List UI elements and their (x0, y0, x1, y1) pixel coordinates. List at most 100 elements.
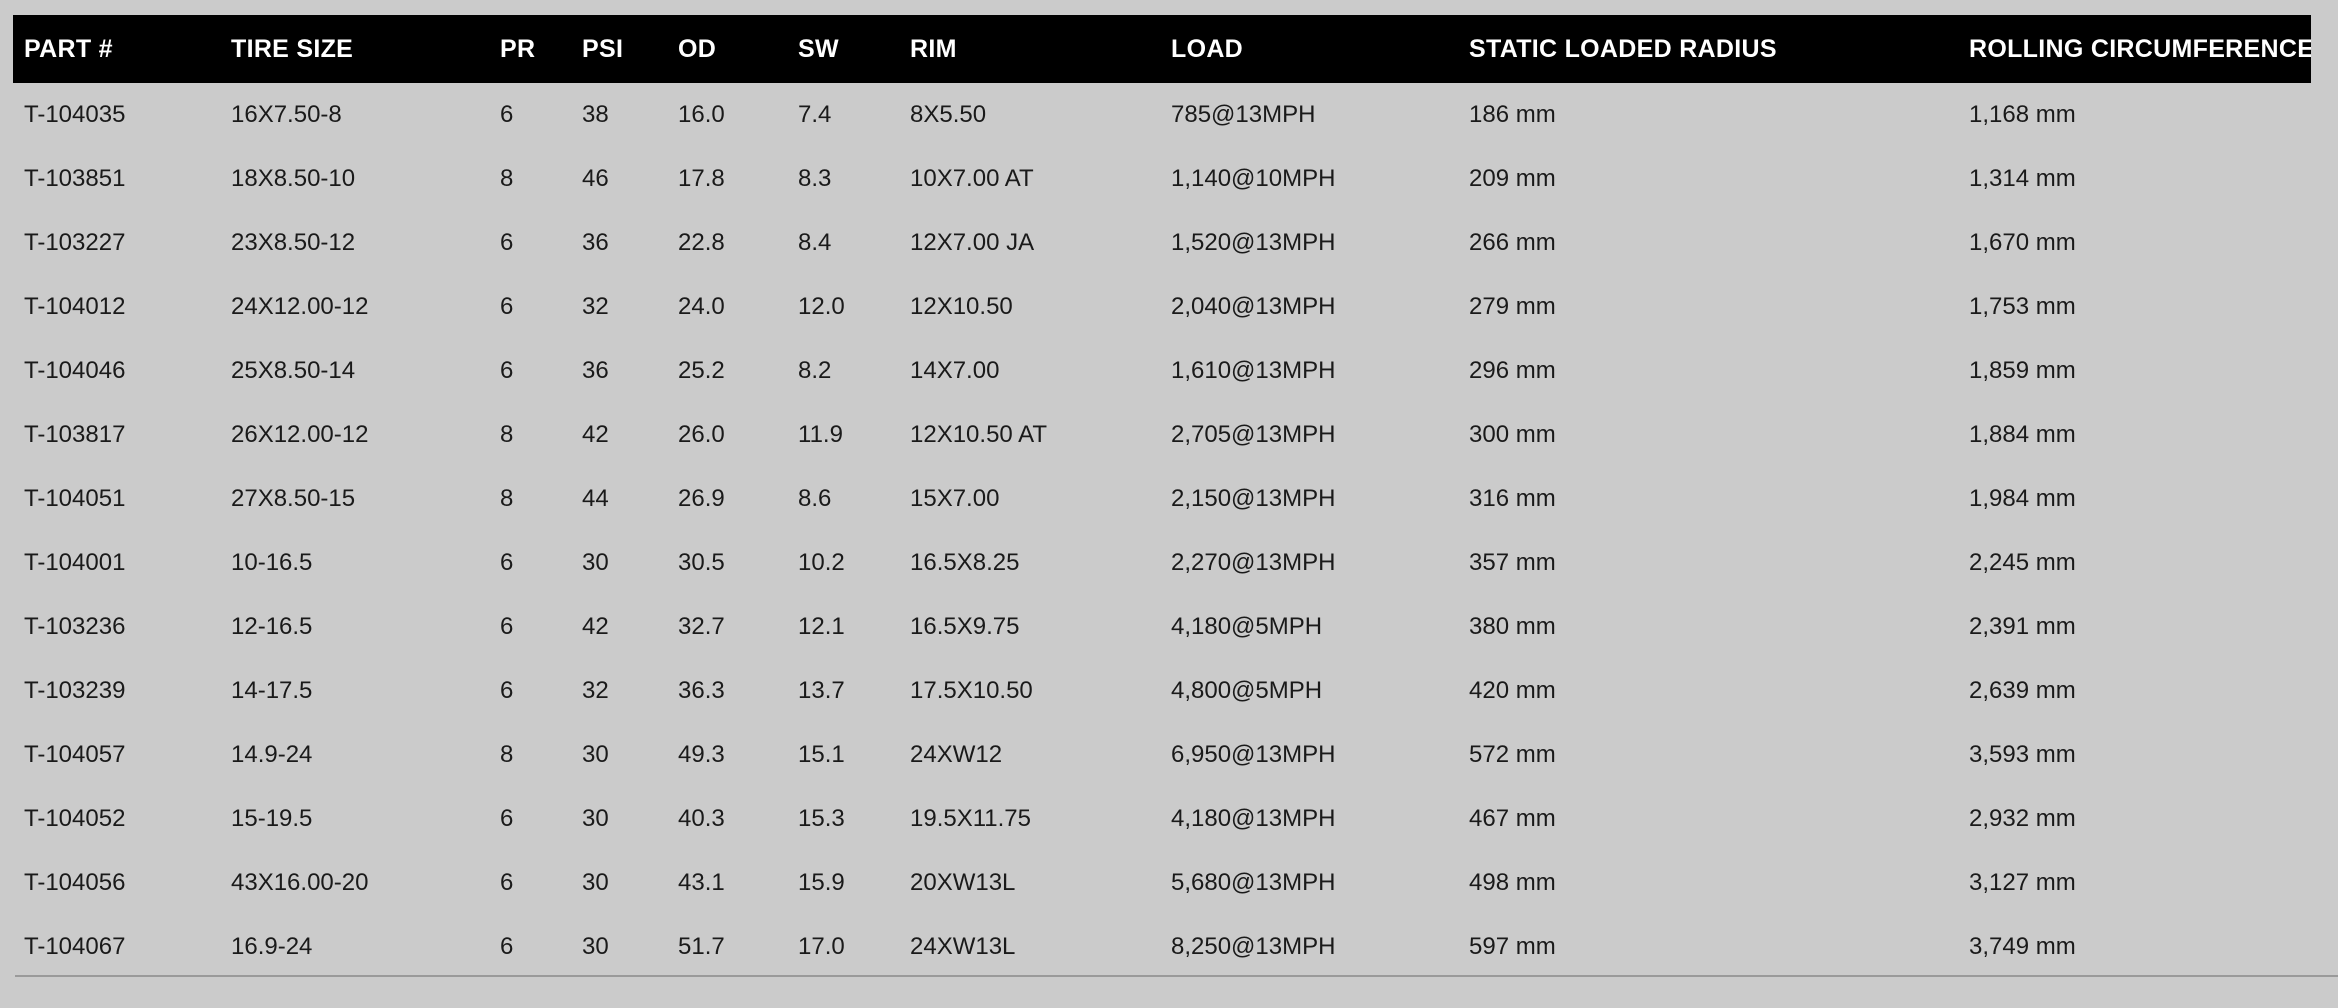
cell-pr: 6 (500, 549, 514, 576)
cell-rim: 12X10.50 (910, 293, 1013, 320)
cell-rim: 8X5.50 (910, 101, 987, 128)
cell-sw: 8.6 (798, 485, 832, 512)
cell-load: 4,180@13MPH (1171, 805, 1336, 832)
cell-pr: 6 (500, 229, 514, 256)
cell-sw: 12.0 (798, 293, 845, 320)
cell-rim: 16.5X8.25 (910, 549, 1020, 576)
cell-od: 24.0 (678, 293, 725, 320)
cell-part-number: T-104012 (24, 293, 126, 320)
table-row: T-103227 23X8.50-12 6 36 22.8 8.4 12X7.00 JA 1,… (13, 211, 2311, 275)
table-header: PART # TIRE SIZE PR PSI OD SW RIM LOAD STATIC LO… (13, 15, 2311, 83)
cell-pr: 6 (500, 101, 514, 128)
cell-sw: 15.9 (798, 869, 845, 896)
cell-psi: 30 (582, 741, 609, 768)
cell-psi: 42 (582, 421, 609, 448)
cell-part-number: T-104057 (24, 741, 126, 768)
cell-tire-size: 10-16.5 (231, 549, 313, 576)
cell-rolling-circumference: 2,245 mm (1969, 549, 2076, 576)
cell-sw: 8.2 (798, 357, 832, 384)
cell-sw: 17.0 (798, 933, 845, 960)
table-bottom-rule (15, 975, 2338, 977)
cell-rim: 12X7.00 JA (910, 229, 1035, 256)
column-header-static-loaded-radius: STATIC LOADED RADIUS (1469, 34, 1777, 63)
cell-rim: 16.5X9.75 (910, 613, 1020, 640)
cell-tire-size: 24X12.00-12 (231, 293, 369, 320)
cell-part-number: T-104052 (24, 805, 126, 832)
table-row: T-104057 14.9-24 8 30 49.3 15.1 24XW12 6,950@13… (13, 723, 2311, 787)
cell-part-number: T-103817 (24, 421, 126, 448)
cell-tire-size: 27X8.50-15 (231, 485, 356, 512)
cell-sw: 8.4 (798, 229, 832, 256)
cell-static-loaded-radius: 316 mm (1469, 485, 1556, 512)
cell-od: 40.3 (678, 805, 725, 832)
cell-static-loaded-radius: 380 mm (1469, 613, 1556, 640)
table-row: T-104001 10-16.5 6 30 30.5 10.2 16.5X8.25 2,270… (13, 531, 2311, 595)
table-row: T-104012 24X12.00-12 6 32 24.0 12.0 12X10.50 2,… (13, 275, 2311, 339)
cell-static-loaded-radius: 467 mm (1469, 805, 1556, 832)
cell-sw: 15.3 (798, 805, 845, 832)
cell-load: 1,520@13MPH (1171, 229, 1336, 256)
cell-rim: 20XW13L (910, 869, 1016, 896)
table-row: T-104046 25X8.50-14 6 36 25.2 8.2 14X7.00 1,610… (13, 339, 2311, 403)
cell-rolling-circumference: 2,391 mm (1969, 613, 2076, 640)
column-header-psi: PSI (582, 34, 624, 63)
cell-tire-size: 25X8.50-14 (231, 357, 356, 384)
cell-rim: 10X7.00 AT (910, 165, 1034, 192)
cell-psi: 36 (582, 229, 609, 256)
cell-psi: 32 (582, 677, 609, 704)
cell-part-number: T-104046 (24, 357, 126, 384)
cell-tire-size: 16X7.50-8 (231, 101, 342, 128)
cell-od: 22.8 (678, 229, 725, 256)
cell-load: 1,610@13MPH (1171, 357, 1336, 384)
cell-rolling-circumference: 3,749 mm (1969, 933, 2076, 960)
cell-sw: 15.1 (798, 741, 845, 768)
table-row: T-104056 43X16.00-20 6 30 43.1 15.9 20XW13L 5,6… (13, 851, 2311, 915)
cell-load: 2,040@13MPH (1171, 293, 1336, 320)
cell-pr: 8 (500, 165, 514, 192)
cell-rim: 17.5X10.50 (910, 677, 1033, 704)
cell-part-number: T-103239 (24, 677, 126, 704)
cell-pr: 6 (500, 805, 514, 832)
table-row: T-103239 14-17.5 6 32 36.3 13.7 17.5X10.50 4,80… (13, 659, 2311, 723)
cell-static-loaded-radius: 186 mm (1469, 101, 1556, 128)
cell-load: 8,250@13MPH (1171, 933, 1336, 960)
column-header-pr: PR (500, 34, 536, 63)
cell-rolling-circumference: 1,168 mm (1969, 101, 2076, 128)
cell-psi: 30 (582, 869, 609, 896)
cell-static-loaded-radius: 357 mm (1469, 549, 1556, 576)
table-row: T-103817 26X12.00-12 8 42 26.0 11.9 12X10.50 A… (13, 403, 2311, 467)
cell-part-number: T-104001 (24, 549, 126, 576)
cell-od: 36.3 (678, 677, 725, 704)
cell-tire-size: 23X8.50-12 (231, 229, 356, 256)
cell-rim: 24XW12 (910, 741, 1003, 768)
cell-psi: 30 (582, 805, 609, 832)
cell-rolling-circumference: 3,593 mm (1969, 741, 2076, 768)
cell-od: 26.9 (678, 485, 725, 512)
cell-od: 30.5 (678, 549, 725, 576)
table-row: T-103851 18X8.50-10 8 46 17.8 8.3 10X7.00 AT 1,… (13, 147, 2311, 211)
table-row: T-103236 12-16.5 6 42 32.7 12.1 16.5X9.75 4,180… (13, 595, 2311, 659)
cell-rolling-circumference: 1,670 mm (1969, 229, 2076, 256)
cell-od: 16.0 (678, 101, 725, 128)
cell-rim: 24XW13L (910, 933, 1016, 960)
cell-tire-size: 14-17.5 (231, 677, 313, 704)
cell-tire-size: 26X12.00-12 (231, 421, 369, 448)
cell-load: 1,140@10MPH (1171, 165, 1336, 192)
cell-rim: 14X7.00 (910, 357, 1000, 384)
column-header-od: OD (678, 34, 717, 63)
cell-rolling-circumference: 1,984 mm (1969, 485, 2076, 512)
cell-rim: 12X10.50 AT (910, 421, 1047, 448)
cell-sw: 11.9 (798, 421, 843, 448)
cell-pr: 6 (500, 869, 514, 896)
cell-psi: 44 (582, 485, 609, 512)
cell-part-number: T-103851 (24, 165, 126, 192)
cell-tire-size: 18X8.50-10 (231, 165, 356, 192)
cell-pr: 6 (500, 677, 514, 704)
cell-static-loaded-radius: 572 mm (1469, 741, 1556, 768)
cell-pr: 8 (500, 421, 514, 448)
cell-od: 17.8 (678, 165, 725, 192)
cell-part-number: T-104056 (24, 869, 126, 896)
column-header-load: LOAD (1171, 34, 1244, 63)
cell-sw: 8.3 (798, 165, 832, 192)
cell-static-loaded-radius: 420 mm (1469, 677, 1556, 704)
